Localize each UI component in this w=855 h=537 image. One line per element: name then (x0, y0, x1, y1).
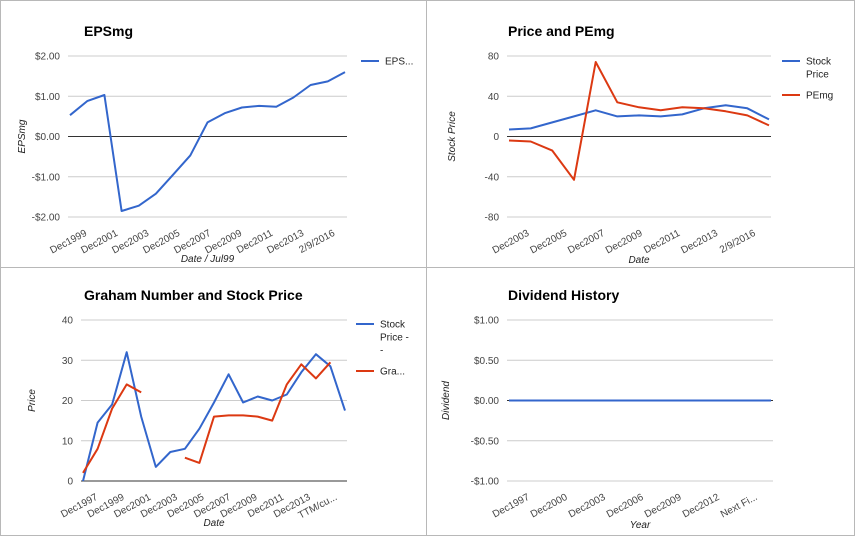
y-tick-label: 80 (488, 52, 500, 63)
legend-label: PEmg (806, 91, 833, 102)
x-tick-label: Dec2013 (679, 228, 720, 257)
graham-chart: Graham Number and Stock Price403020100De… (27, 287, 409, 529)
y-tick-label: -$1.00 (471, 477, 500, 488)
y-tick-label: -$1.00 (32, 172, 61, 183)
y-tick-label: $1.00 (474, 316, 499, 327)
series-line-0 (69, 71, 346, 212)
y-tick-label: -$0.50 (471, 436, 500, 447)
x-axis-label: Date (203, 518, 225, 529)
y-tick-label: $2.00 (35, 52, 60, 63)
chart-title: Graham Number and Stock Price (84, 287, 303, 303)
x-axis-label: Year (630, 520, 651, 531)
series-line-1 (508, 61, 770, 181)
y-tick-label: $0.50 (474, 356, 499, 367)
y-tick-label: $1.00 (35, 92, 60, 103)
legend-label: Stock Price (806, 57, 832, 81)
dividend-chart-panel: Dividend History $1.00 $0.50 $0.00 -$0.50 -$1… (426, 267, 855, 536)
y-tick-label: 10 (62, 436, 74, 447)
x-tick-label: Dec2003 (567, 492, 608, 521)
y-tick-label: $0.00 (35, 132, 60, 143)
y-tick-label: -$2.00 (32, 213, 61, 224)
y-tick-label: 20 (62, 396, 74, 407)
chart-title: Price and PEmg (508, 23, 615, 39)
legend-label: Stock Price -- (380, 320, 409, 357)
series-line-0 (82, 351, 346, 482)
x-tick-label: Next Fi... (719, 492, 759, 520)
x-tick-label: Dec2005 (528, 228, 569, 257)
chart-title: EPSmg (84, 23, 133, 39)
series-line-0 (508, 104, 770, 131)
y-tick-label: -40 (485, 172, 500, 183)
y-tick-label: 30 (62, 356, 74, 367)
graham-chart-panel: Graham Number and Stock Price 40 30 20 10 0 De… (0, 267, 427, 536)
x-tick-label: Dec2007 (566, 228, 607, 257)
y-axis-label: Dividend (441, 381, 452, 420)
x-axis-label: Date (628, 255, 650, 266)
y-tick-label: 40 (488, 92, 500, 103)
chart-title: Dividend History (508, 287, 619, 303)
y-tick-label: -80 (485, 213, 500, 224)
x-tick-label: Dec2012 (681, 492, 722, 521)
x-tick-label: 2/9/2016 (718, 228, 758, 256)
x-tick-label: Dec2003 (491, 228, 532, 257)
x-tick-label: 2/9/2016 (297, 228, 337, 256)
x-axis-label: Date / Jul99 (181, 254, 235, 265)
x-tick-label: Dec2009 (604, 228, 645, 257)
x-tick-label: Dec2006 (605, 492, 646, 521)
y-axis-label: Price (27, 389, 38, 412)
price-pe-chart-panel: Price and PEmg 80 40 0 -40 -80 Dec2003 Dec2005 D… (426, 0, 855, 268)
y-tick-label: 0 (493, 132, 499, 143)
eps-chart: EPSmg$2.00$1.00$0.00-$1.00-$2.00Dec1999D… (17, 23, 413, 265)
legend-label: EPS... (385, 57, 413, 68)
y-tick-label: $0.00 (474, 396, 499, 407)
x-tick-label: Dec2011 (642, 228, 682, 256)
y-tick-label: 40 (62, 316, 74, 327)
y-tick-label: 0 (67, 477, 73, 488)
x-tick-label: Dec1997 (491, 492, 532, 521)
x-tick-label: Dec2000 (529, 492, 570, 521)
dividend-chart: Dividend History $1.00 $0.50 $0.00 -$0.50 -$1… (441, 287, 773, 531)
eps-chart-panel: EPSmg $2.00 $1.00 $0.00 -$1.00 -$2.00 Dec1999 D… (0, 0, 427, 268)
y-axis-label: Stock Price (447, 111, 458, 162)
x-tick-label: Dec2009 (643, 492, 684, 521)
y-axis-label: EPSmg (17, 119, 28, 153)
price-pe-chart: Price and PEmg80400-40-80Dec2003Dec2005D… (447, 23, 833, 266)
legend-label: Gra... (380, 367, 405, 378)
series-line-1 (82, 361, 332, 474)
